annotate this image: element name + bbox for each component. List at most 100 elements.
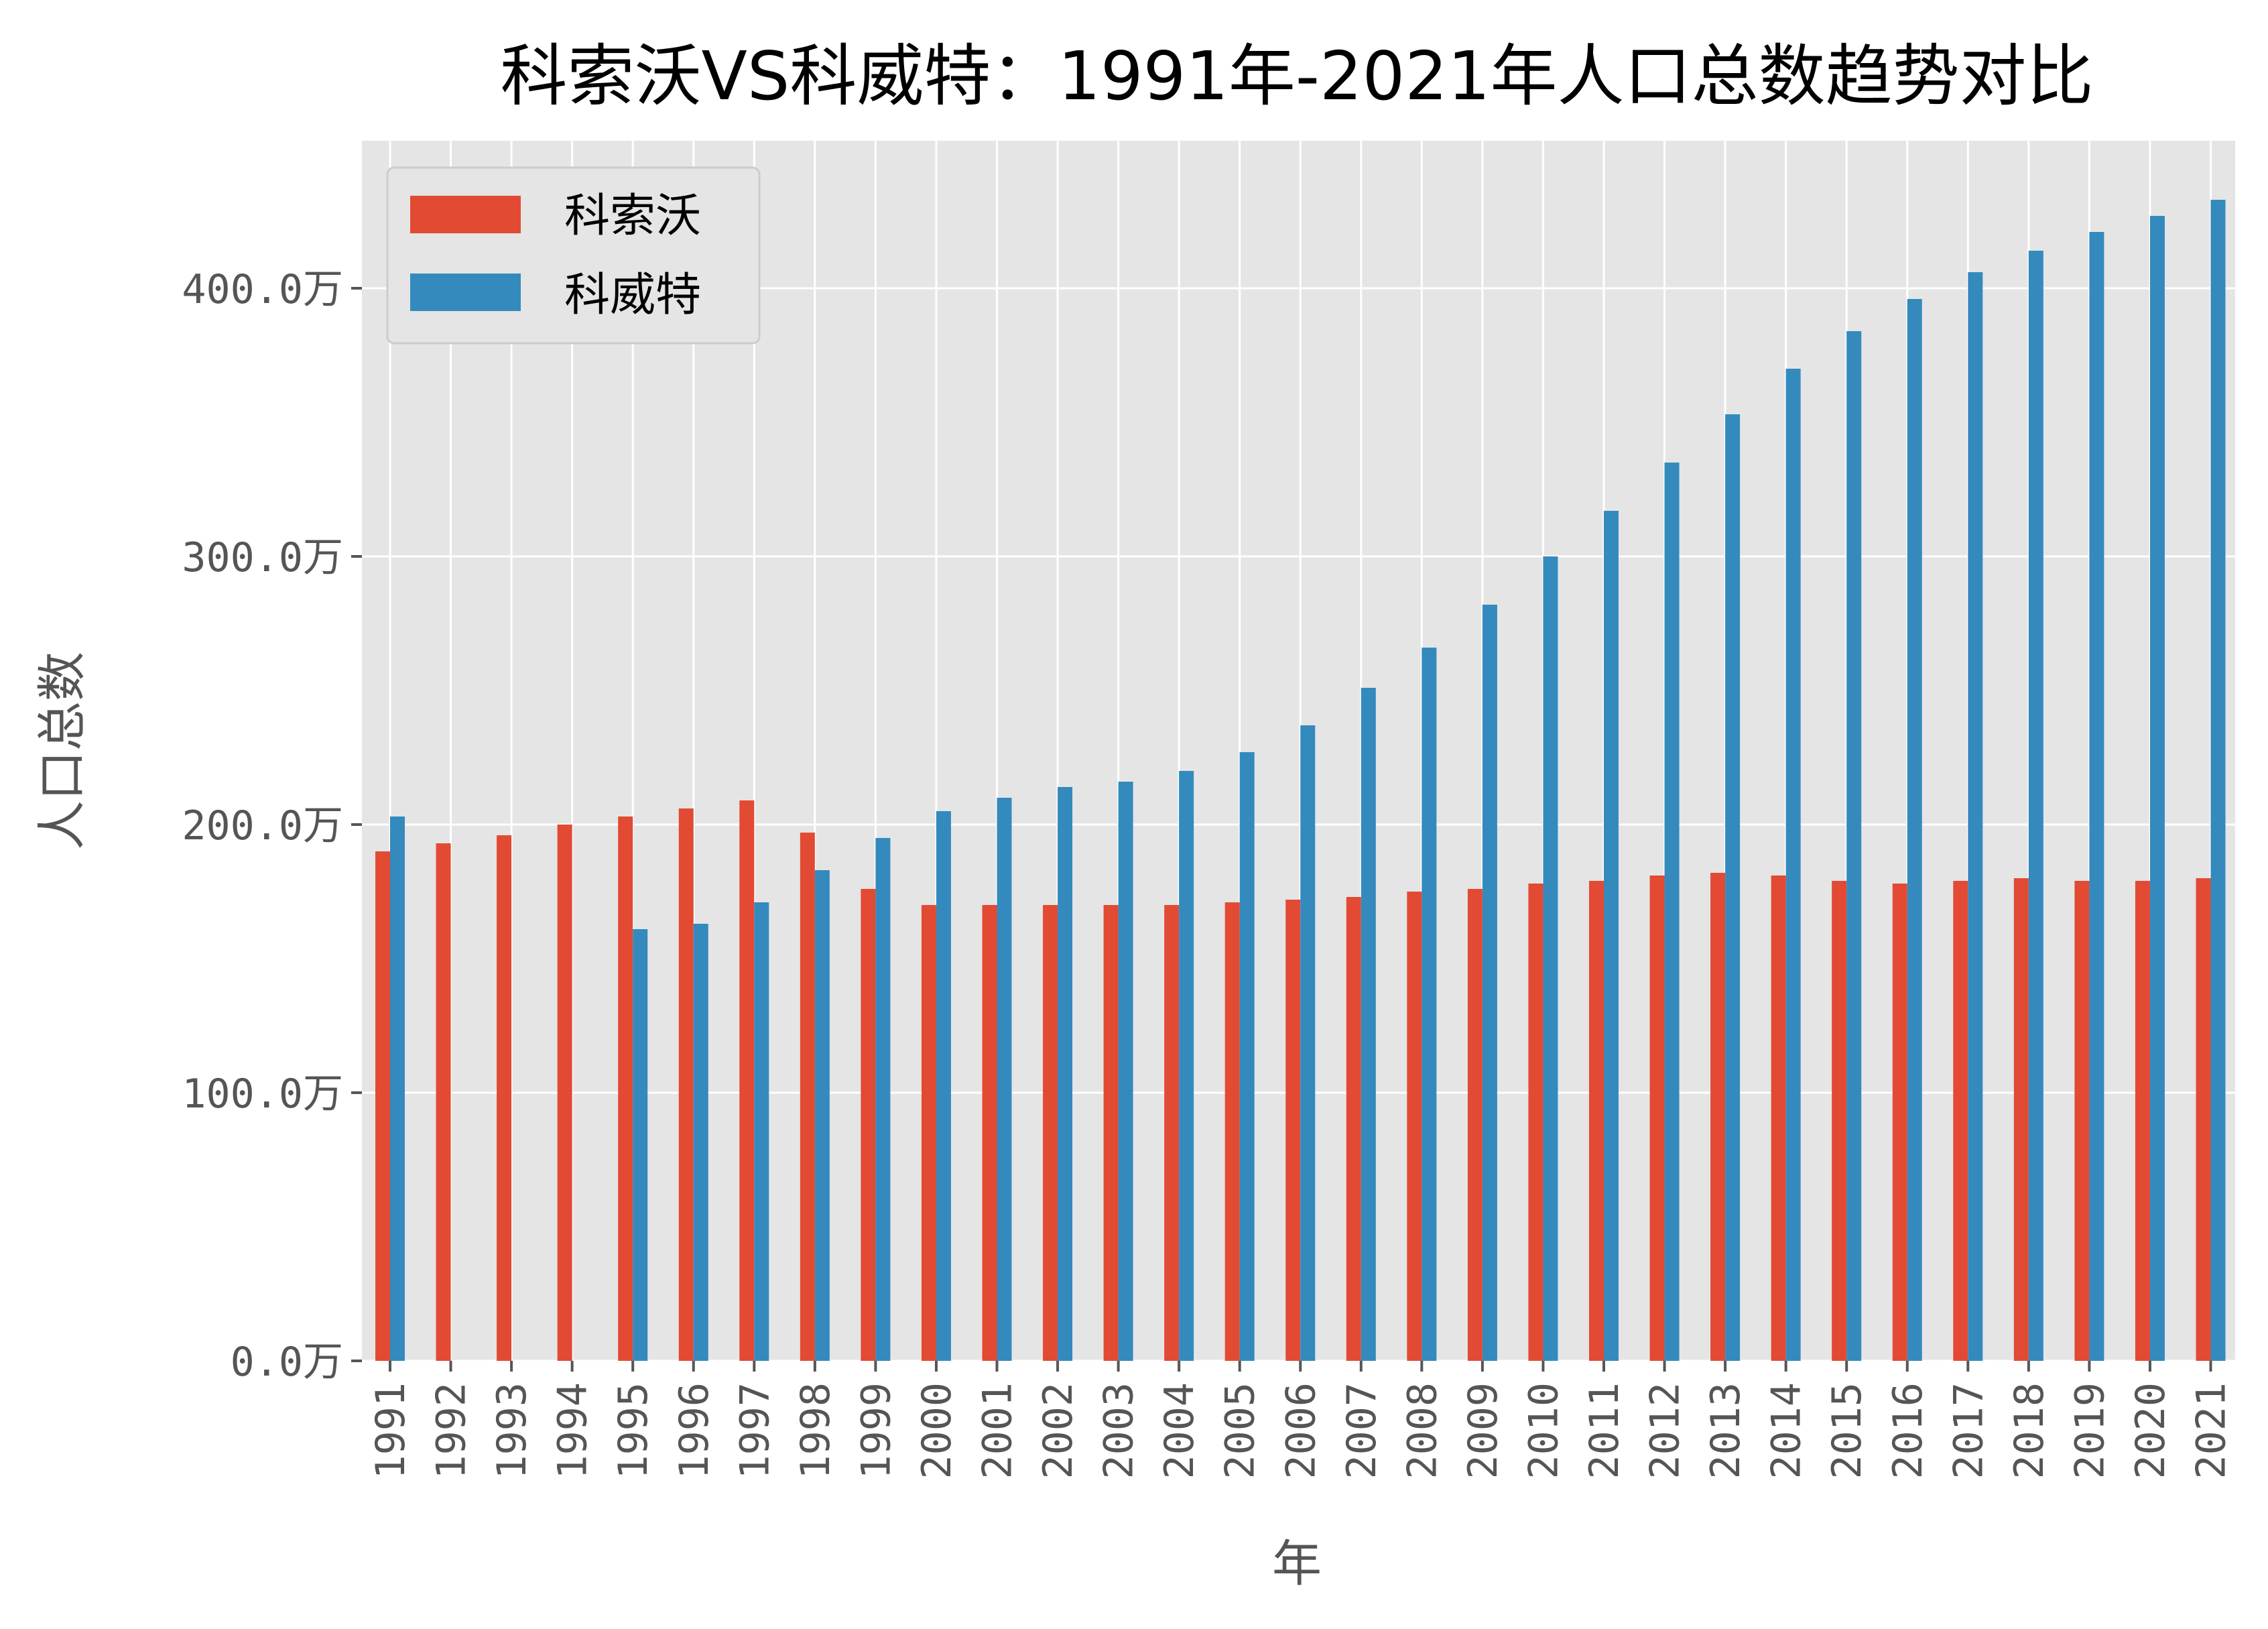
bar-kuwait <box>1239 752 1255 1361</box>
bar-kuwait <box>1785 369 1801 1361</box>
bar-kosovo <box>375 851 390 1361</box>
bar-kuwait <box>693 924 708 1361</box>
bar-kuwait <box>814 870 830 1361</box>
bar-kuwait <box>1482 605 1497 1361</box>
y-tick-label: 200.0万 <box>182 802 343 849</box>
bar-kosovo <box>1346 897 1361 1361</box>
bar-kuwait <box>997 798 1012 1361</box>
bar-kosovo <box>1953 881 1968 1361</box>
bar-kuwait <box>875 838 891 1361</box>
bar-kosovo <box>678 808 694 1361</box>
x-tick-label: 2000 <box>914 1382 960 1480</box>
x-tick-label: 2017 <box>1945 1382 1992 1480</box>
x-tick-label: 1994 <box>550 1382 596 1480</box>
bar-kosovo <box>436 843 451 1361</box>
bar-kosovo <box>1892 884 1907 1361</box>
x-tick-label: 2002 <box>1035 1382 1082 1480</box>
bar-kuwait <box>1725 414 1741 1361</box>
bar-kuwait <box>936 811 951 1361</box>
x-tick-label: 2015 <box>1824 1382 1871 1480</box>
bar-kosovo <box>1649 876 1665 1361</box>
y-tick-label: 0.0万 <box>231 1339 343 1386</box>
x-tick-label: 2004 <box>1156 1382 1203 1480</box>
x-tick-label: 2019 <box>2066 1382 2113 1480</box>
x-tick-label: 2006 <box>1277 1382 1324 1480</box>
x-tick-label: 2010 <box>1520 1382 1567 1480</box>
bar-kosovo <box>800 833 815 1361</box>
bar-kosovo <box>497 835 512 1361</box>
bar-kuwait <box>633 929 648 1361</box>
x-tick-label: 2008 <box>1399 1382 1446 1480</box>
bar-kuwait <box>1543 556 1558 1361</box>
bar-kuwait <box>1361 688 1376 1361</box>
y-tick-label: 300.0万 <box>182 534 343 581</box>
bar-kuwait <box>2149 216 2165 1361</box>
x-tick-label: 2003 <box>1096 1382 1143 1480</box>
bar-kosovo <box>1589 881 1604 1361</box>
x-tick-label: 1991 <box>367 1382 414 1480</box>
x-axis-ticks: 1991 1992 1993 1994 1995 1996 1997 1998 1999 2000… <box>367 1361 2235 1480</box>
bar-kosovo <box>739 800 755 1361</box>
x-tick-label: 1992 <box>428 1382 475 1480</box>
x-axis-label: 年 <box>1272 1535 1322 1593</box>
bar-kosovo <box>982 905 997 1361</box>
bar-kuwait <box>1664 463 1680 1361</box>
bar-kosovo <box>2013 878 2029 1361</box>
x-tick-label: 2009 <box>1460 1382 1507 1480</box>
bar-kosovo <box>1103 905 1119 1361</box>
chart-title: 科索沃VS科威特：1991年-2021年人口总数趋势对比 <box>501 37 2094 115</box>
bar-kuwait <box>390 817 405 1361</box>
x-tick-label: 2012 <box>1642 1382 1689 1480</box>
x-tick-label: 2005 <box>1217 1382 1264 1480</box>
x-tick-label: 2021 <box>2188 1382 2235 1480</box>
bar-kuwait <box>754 902 769 1361</box>
x-tick-label: 1995 <box>610 1382 657 1480</box>
bar-kosovo <box>1467 889 1483 1361</box>
bar-kosovo <box>618 817 633 1361</box>
y-tick-label: 100.0万 <box>182 1071 343 1118</box>
x-tick-label: 2001 <box>974 1382 1021 1480</box>
bar-kosovo <box>1710 873 1726 1361</box>
y-axis-label: 人口总数 <box>34 652 91 850</box>
x-tick-label: 1999 <box>853 1382 899 1480</box>
bar-kosovo <box>921 905 936 1361</box>
bars <box>375 200 2226 1361</box>
x-tick-label: 2007 <box>1338 1382 1385 1480</box>
bar-kosovo <box>2196 878 2211 1361</box>
x-tick-label: 1998 <box>792 1382 839 1480</box>
bar-kuwait <box>1968 272 1983 1361</box>
bar-kuwait <box>1846 331 1862 1361</box>
x-tick-label: 1993 <box>489 1382 536 1480</box>
bar-kosovo <box>1224 902 1240 1361</box>
legend-swatch-kosovo <box>410 196 521 233</box>
bar-kosovo <box>861 889 876 1361</box>
x-tick-label: 2016 <box>1885 1382 1932 1480</box>
x-tick-label: 1996 <box>671 1382 718 1480</box>
bar-kosovo <box>1771 876 1786 1361</box>
bar-kosovo <box>1285 900 1301 1361</box>
bar-kosovo <box>2135 881 2150 1361</box>
bar-kuwait <box>1604 511 1619 1361</box>
bar-kosovo <box>1832 881 1847 1361</box>
x-tick-label: 2018 <box>2006 1382 2053 1480</box>
y-tick-label: 400.0万 <box>182 266 343 313</box>
bar-kuwait <box>1422 648 1437 1361</box>
x-tick-label: 2020 <box>2127 1382 2174 1480</box>
bar-kosovo <box>1164 905 1180 1361</box>
bar-kuwait <box>2028 251 2043 1361</box>
legend-swatch-kuwait <box>410 274 521 311</box>
bar-kosovo <box>2074 881 2090 1361</box>
bar-kuwait <box>1118 782 1133 1361</box>
x-tick-label: 2011 <box>1581 1382 1628 1480</box>
bar-kuwait <box>2089 232 2104 1361</box>
y-axis-ticks: 0.0万 100.0万 200.0万 300.0万 400.0万 <box>182 266 362 1386</box>
x-tick-label: 1997 <box>731 1382 778 1480</box>
legend-label-kuwait: 科威特 <box>564 269 701 322</box>
bar-kuwait <box>2210 200 2226 1361</box>
bar-kuwait <box>1179 771 1194 1361</box>
bar-kuwait <box>1300 725 1316 1361</box>
x-tick-label: 2014 <box>1763 1382 1810 1480</box>
bar-kuwait <box>1058 787 1073 1361</box>
bar-kuwait <box>1907 299 1922 1361</box>
